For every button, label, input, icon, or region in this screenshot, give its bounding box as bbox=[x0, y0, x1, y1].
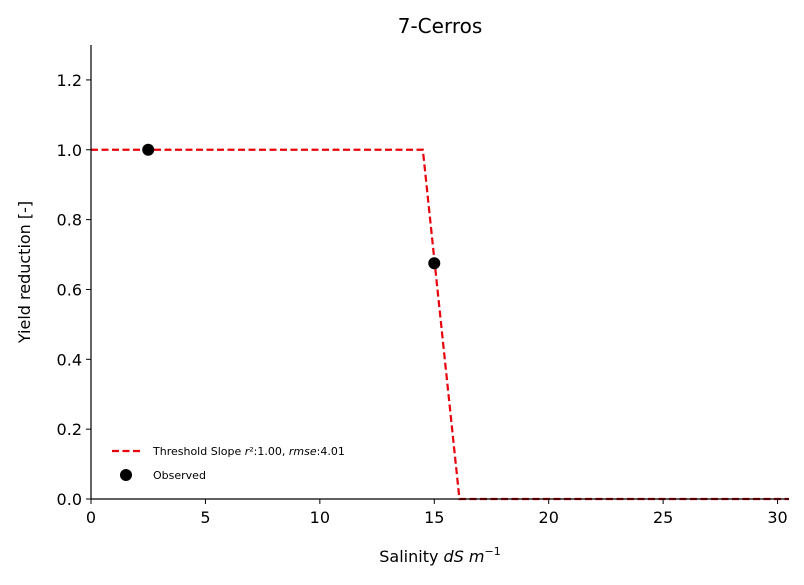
y-tick-label: 0.0 bbox=[57, 490, 82, 509]
series-line-threshold-slope bbox=[91, 148, 789, 501]
x-tick-label: 5 bbox=[200, 508, 210, 527]
legend-threshold-text-e: :4.01 bbox=[317, 445, 345, 458]
legend-label-observed: Observed bbox=[153, 469, 206, 482]
legend: Threshold Slope r²:1.00, rmse:4.01 Obser… bbox=[112, 445, 345, 482]
y-tick-label: 0.2 bbox=[57, 420, 82, 439]
x-tick-label: 0 bbox=[86, 508, 96, 527]
x-ticks: 0 5 10 15 20 25 30 bbox=[86, 499, 788, 527]
y-ticks: 0.0 0.2 0.4 0.6 0.8 1.0 1.2 bbox=[57, 71, 91, 509]
legend-threshold-text-b: r bbox=[245, 445, 251, 458]
observed-point bbox=[428, 257, 441, 270]
x-tick-label: 20 bbox=[539, 508, 559, 527]
y-tick-label: 1.0 bbox=[57, 141, 82, 160]
legend-threshold-text-c: ²:1.00, bbox=[249, 445, 289, 458]
y-tick-label: 0.8 bbox=[57, 211, 82, 230]
x-axis-label: Salinity dS m−1 bbox=[379, 545, 500, 566]
x-tick-label: 10 bbox=[310, 508, 330, 527]
legend-label-threshold: Threshold Slope r²:1.00, rmse:4.01 bbox=[152, 445, 345, 458]
x-tick-label: 25 bbox=[653, 508, 673, 527]
y-tick-label: 0.4 bbox=[57, 350, 82, 369]
observed-point bbox=[142, 143, 155, 156]
y-tick-label: 1.2 bbox=[57, 71, 82, 90]
x-axis-label-prefix: Salinity bbox=[379, 547, 443, 566]
y-axis-label: Yield reduction [-] bbox=[15, 201, 34, 344]
x-axis-label-exp: −1 bbox=[485, 545, 501, 558]
chart-title: 7-Cerros bbox=[398, 14, 483, 38]
legend-marker-observed bbox=[120, 469, 132, 481]
y-tick-label: 0.6 bbox=[57, 280, 82, 299]
x-axis-label-var: dS m bbox=[444, 547, 485, 566]
legend-threshold-text-d: rmse bbox=[289, 445, 317, 458]
plot-area bbox=[91, 143, 789, 501]
x-tick-label: 15 bbox=[424, 508, 444, 527]
x-tick-label: 30 bbox=[767, 508, 787, 527]
legend-threshold-text-a: Threshold Slope bbox=[152, 445, 245, 458]
